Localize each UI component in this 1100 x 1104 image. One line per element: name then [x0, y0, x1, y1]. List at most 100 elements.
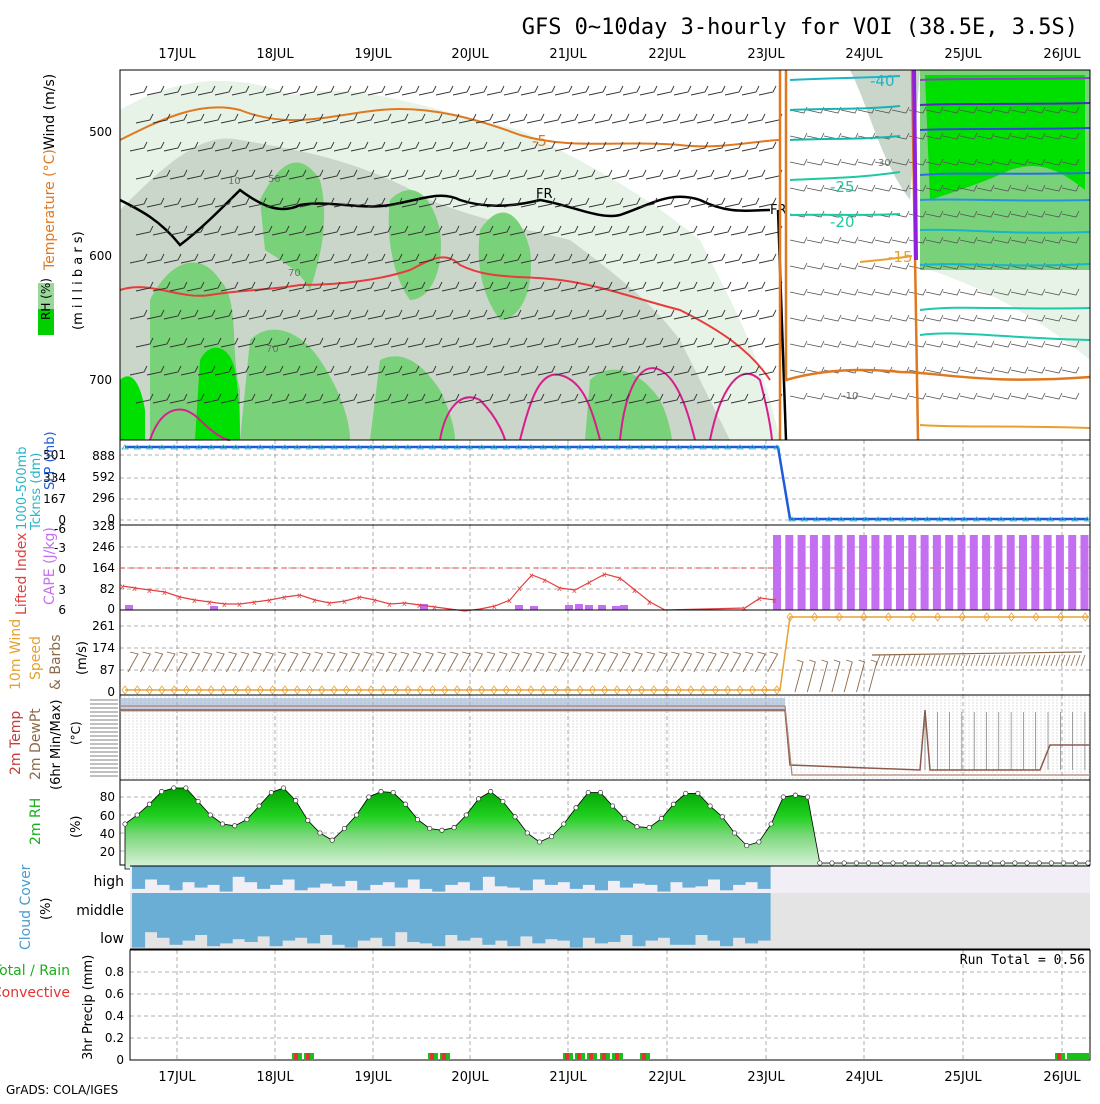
thickness-marker	[281, 444, 289, 450]
rh-marker	[756, 839, 762, 845]
wind-barb	[605, 141, 624, 152]
wind10m-barb-tick	[1045, 654, 1051, 667]
wind-barb	[373, 337, 392, 348]
wind-barb	[169, 225, 188, 236]
wind-barb	[486, 197, 505, 208]
thickness-marker	[256, 444, 265, 450]
thickness-marker	[121, 444, 129, 450]
wind10m-barb-tick	[985, 654, 991, 667]
contour-label-10: 10	[228, 176, 241, 187]
wind-speed-marker	[1057, 612, 1065, 622]
wind-barb	[840, 314, 859, 322]
wind-barb	[407, 337, 426, 348]
wind-barb	[203, 393, 222, 404]
cape-bar-small	[515, 605, 523, 610]
bottom-date-label: 22JUL	[648, 1070, 686, 1085]
wind-barb	[350, 253, 369, 264]
cloud-high-bar	[432, 866, 446, 892]
wind-barb	[146, 309, 165, 320]
wind-barb	[129, 85, 148, 96]
wind10m-barb-tick	[895, 654, 901, 667]
wind-barb	[152, 113, 171, 124]
wind10m-barb-tick	[930, 654, 936, 667]
thickness-marker	[231, 444, 240, 450]
wind10m-barb	[794, 659, 804, 693]
wind-barb	[254, 169, 273, 180]
rh-marker	[171, 785, 177, 791]
wind-barb	[373, 113, 392, 124]
wind10m-barb	[324, 651, 336, 673]
thickness-marker	[158, 444, 166, 450]
wind-barb	[1027, 106, 1046, 114]
wind-barb	[679, 337, 698, 348]
wind-barb	[458, 393, 477, 404]
cloud-level-middle: middle	[76, 903, 124, 919]
precip-total-bar	[1068, 1053, 1088, 1060]
wind10m-barb	[508, 651, 520, 673]
rh-marker	[1036, 860, 1042, 866]
wind-barb	[271, 281, 290, 292]
cloud-high-bar	[207, 866, 221, 885]
wind-barb	[993, 340, 1012, 348]
cloud-high-bar	[757, 866, 771, 889]
wind-speed-marker	[355, 685, 363, 695]
cloud-high-bar	[219, 866, 233, 892]
wind-barb	[840, 262, 859, 270]
wind-speed-marker	[158, 685, 166, 695]
wind-barb	[401, 141, 420, 152]
wind-barb	[265, 197, 284, 208]
wind-barb	[520, 85, 539, 96]
wind-barb	[197, 85, 216, 96]
wind-speed-marker	[183, 685, 190, 695]
wind-barb	[288, 393, 307, 404]
wind-barb	[146, 85, 165, 96]
wind-barb	[806, 262, 825, 270]
wind10m-barb	[868, 659, 878, 693]
cloud-midlow-bar	[132, 893, 146, 948]
wind-barb	[135, 393, 154, 404]
wind10m-barb	[176, 651, 188, 673]
cloud-high-bar	[294, 866, 308, 891]
thickness-marker	[379, 444, 388, 450]
wind-barb	[594, 281, 613, 292]
wind-barb	[730, 225, 749, 236]
cape-tick-82: 82	[100, 582, 115, 596]
wind-barb	[435, 197, 454, 208]
thickness-marker	[404, 444, 412, 450]
wind-barb	[1027, 184, 1046, 192]
wind-barb	[747, 337, 766, 348]
cloud-midlow-bar	[594, 893, 608, 944]
upper-air-ytick-500: 500	[89, 125, 112, 139]
wind-barb	[469, 197, 488, 208]
cloud-high-bar	[244, 866, 258, 883]
cloud-high-bar	[519, 866, 533, 891]
wind-barb	[577, 393, 596, 404]
wind-barb	[1027, 366, 1046, 374]
wind-barb	[857, 236, 876, 244]
wind-barb	[942, 106, 961, 114]
wind-barb	[441, 113, 460, 124]
wind-barb	[441, 337, 460, 348]
wind-barb	[747, 169, 766, 180]
wind-barb	[441, 225, 460, 236]
wind-barb	[840, 340, 859, 348]
wind-barb	[925, 392, 944, 400]
cape-bar-small	[575, 604, 583, 610]
wind-barb	[197, 197, 216, 208]
wind-barb	[730, 169, 749, 180]
wind-barb	[288, 225, 307, 236]
thickness-marker	[318, 444, 326, 450]
rh-shade-right-bright	[925, 75, 1085, 200]
li-marker: x	[402, 599, 407, 608]
wind-barb	[1044, 132, 1063, 140]
cloud-high-bar	[232, 866, 246, 877]
wind-barb	[1044, 340, 1063, 348]
cloud-high-bar	[369, 866, 383, 885]
slp-left-tick-167: 167	[43, 492, 66, 506]
wind10m-barb	[238, 651, 250, 673]
wind10m-barb	[545, 651, 557, 673]
cloud-cover-label: Cloud Cover	[18, 864, 34, 950]
wind-barb	[959, 340, 978, 348]
temp2m-label: 2m Temp	[8, 711, 24, 775]
